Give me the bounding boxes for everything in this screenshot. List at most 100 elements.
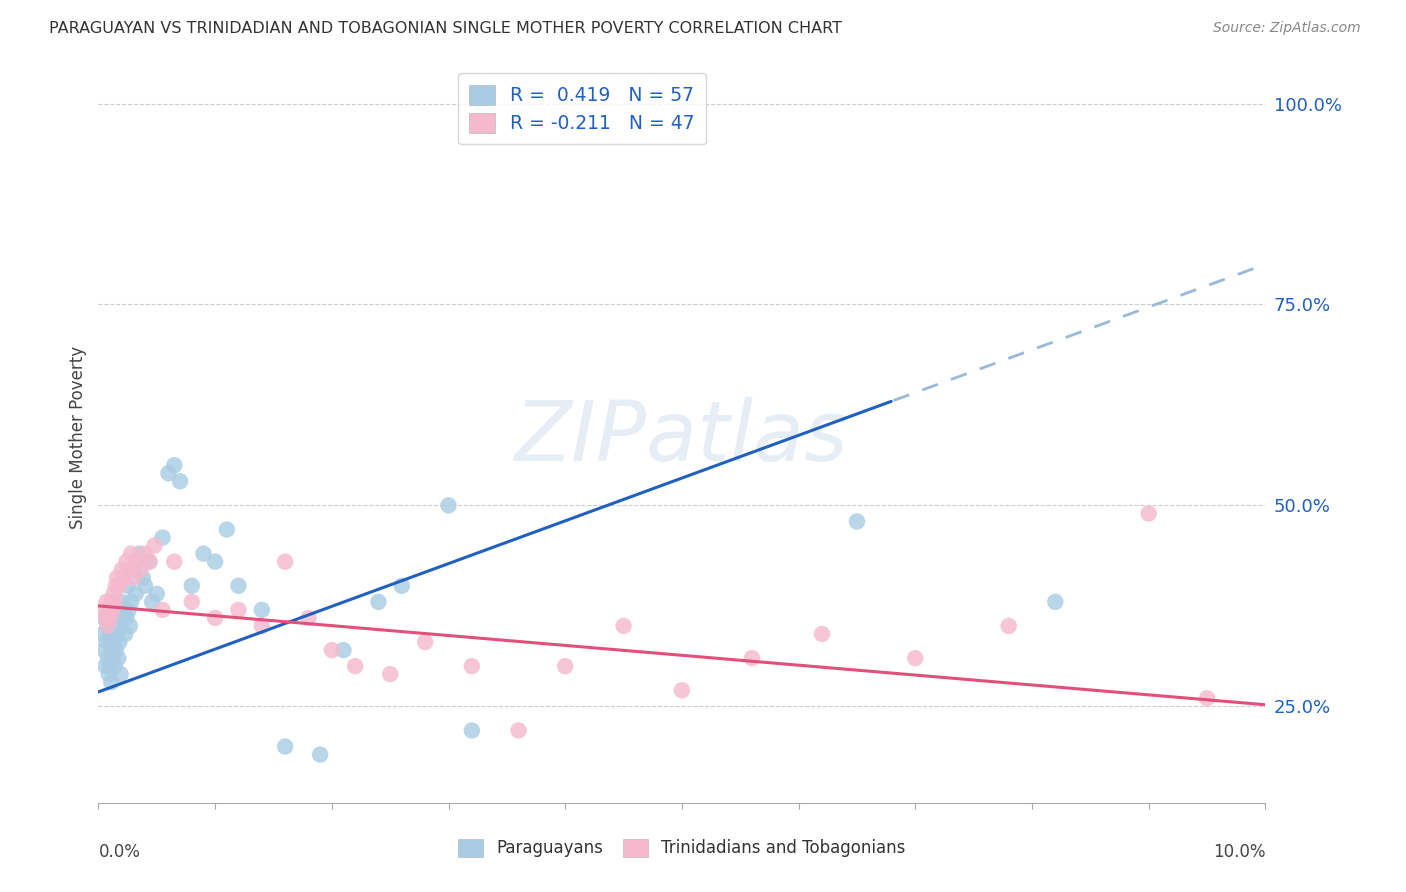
Point (143, 539, 166, 553)
Point (97, 603, 120, 617)
Point (104, 595, 127, 609)
Point (97, 619, 120, 633)
Text: 10.0%: 10.0% (1213, 843, 1265, 861)
Point (112, 603, 135, 617)
Point (111, 611, 134, 625)
Point (250, 619, 273, 633)
Point (96, 635, 118, 649)
Point (115, 555, 138, 569)
Point (380, 667, 402, 681)
Point (180, 579, 202, 593)
Point (437, 499, 460, 513)
Point (129, 563, 152, 577)
Point (250, 603, 273, 617)
Point (157, 467, 180, 481)
Point (152, 603, 174, 617)
Point (139, 555, 162, 569)
Point (122, 571, 145, 585)
Point (118, 563, 141, 577)
Point (97, 619, 120, 633)
Point (274, 555, 297, 569)
Point (1045, 595, 1067, 609)
Point (104, 619, 127, 633)
Point (134, 579, 156, 593)
Point (391, 579, 413, 593)
Point (204, 555, 226, 569)
Point (741, 651, 763, 665)
Point (297, 611, 319, 625)
Point (91, 627, 114, 641)
Point (96, 595, 118, 609)
Point (110, 667, 132, 681)
Point (128, 547, 150, 561)
Point (152, 531, 174, 545)
Point (138, 555, 160, 569)
Point (105, 571, 128, 585)
Point (98, 611, 121, 625)
Text: ZIPatlas: ZIPatlas (515, 397, 849, 477)
Point (1137, 507, 1160, 521)
Text: PARAGUAYAN VS TRINIDADIAN AND TOBAGONIAN SINGLE MOTHER POVERTY CORRELATION CHART: PARAGUAYAN VS TRINIDADIAN AND TOBAGONIAN… (49, 21, 842, 36)
Point (100, 595, 122, 609)
Point (118, 619, 141, 633)
Point (104, 643, 127, 657)
Point (321, 643, 343, 657)
Point (904, 651, 927, 665)
Legend: Paraguayans, Trinidadians and Tobagonians: Paraguayans, Trinidadians and Tobagonian… (451, 832, 912, 864)
Point (508, 723, 530, 738)
Point (146, 587, 169, 601)
Point (104, 659, 127, 673)
Point (93, 611, 115, 625)
Point (332, 643, 354, 657)
Point (101, 651, 124, 665)
Point (163, 458, 186, 473)
Point (93, 603, 115, 617)
Point (105, 627, 128, 641)
Point (193, 547, 215, 561)
Point (103, 587, 125, 601)
Point (309, 747, 332, 762)
Point (125, 555, 148, 569)
Point (120, 595, 142, 609)
Point (112, 571, 135, 585)
Point (101, 603, 124, 617)
Point (228, 579, 250, 593)
Point (97, 651, 120, 665)
Point (846, 515, 869, 529)
Point (94, 659, 117, 673)
Point (367, 595, 389, 609)
Point (132, 571, 155, 585)
Point (811, 627, 834, 641)
Point (108, 635, 131, 649)
Point (141, 595, 163, 609)
Point (100, 643, 122, 657)
Y-axis label: Single Mother Poverty: Single Mother Poverty (69, 345, 87, 529)
Text: 0.0%: 0.0% (98, 843, 141, 861)
Point (97, 667, 120, 681)
Point (104, 579, 127, 593)
Point (671, 683, 693, 698)
Point (461, 723, 484, 738)
Point (125, 587, 148, 601)
Point (215, 523, 238, 537)
Point (94, 611, 117, 625)
Point (107, 651, 129, 665)
Point (163, 555, 186, 569)
Point (274, 739, 297, 754)
Point (613, 619, 636, 633)
Point (180, 595, 202, 609)
Point (115, 611, 138, 625)
Point (461, 659, 484, 673)
Point (114, 627, 136, 641)
Text: Source: ZipAtlas.com: Source: ZipAtlas.com (1213, 21, 1361, 35)
Point (108, 579, 131, 593)
Point (997, 619, 1019, 633)
Point (554, 659, 576, 673)
Point (111, 595, 134, 609)
Point (93, 643, 115, 657)
Point (120, 547, 142, 561)
Point (117, 579, 139, 593)
Point (413, 635, 436, 649)
Point (344, 659, 367, 673)
Point (228, 603, 250, 617)
